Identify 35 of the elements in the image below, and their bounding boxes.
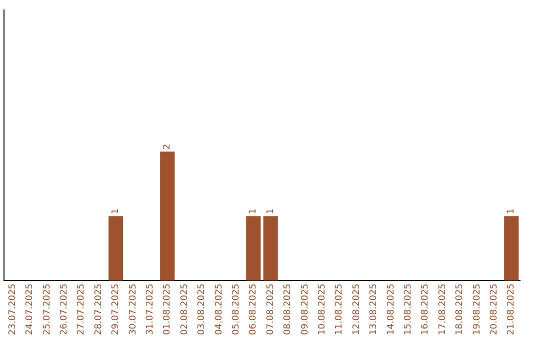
data-label: 1 [266, 208, 276, 214]
x-tick-label: 29.07.2025 [111, 283, 122, 335]
x-tick-label: 11.08.2025 [334, 283, 345, 335]
x-tick-label: 20.08.2025 [490, 283, 500, 335]
x-tick-label: 08.08.2025 [283, 283, 294, 335]
data-label: 1 [248, 208, 259, 214]
x-tick-label: 26.07.2025 [60, 283, 70, 335]
x-tick-label: 18.08.2025 [455, 283, 466, 335]
x-tick-label: 31.07.2025 [146, 283, 156, 335]
data-label: 2 [162, 144, 173, 150]
x-tick-label: 09.08.2025 [300, 283, 310, 335]
data-label: 1 [506, 208, 517, 214]
x-tick-label: 14.08.2025 [386, 283, 396, 335]
x-tick-label: 10.08.2025 [318, 283, 328, 335]
x-tick-label: 27.07.2025 [76, 283, 87, 335]
x-tick-label: 16.08.2025 [420, 283, 431, 335]
x-tick-label: 03.08.2025 [197, 283, 208, 335]
x-tick-label: 25.07.2025 [42, 283, 52, 335]
x-tick-label: 07.08.2025 [266, 283, 276, 335]
x-tick-label: 04.08.2025 [214, 283, 224, 335]
x-tick-label: 06.08.2025 [248, 283, 259, 335]
x-tick-label: 19.08.2025 [472, 283, 482, 335]
x-tick-label: 23.07.2025 [8, 283, 18, 335]
x-tick-label: 17.08.2025 [438, 283, 448, 335]
x-tick-label: 28.07.2025 [94, 283, 104, 335]
x-tick-label: 02.08.2025 [180, 283, 190, 335]
x-tick-label: 15.08.2025 [404, 283, 414, 335]
x-tick-label: 12.08.2025 [352, 283, 362, 335]
x-tick-label: 01.08.2025 [162, 283, 173, 335]
x-tick-label: 24.07.2025 [25, 283, 36, 335]
x-tick-label: 13.08.2025 [369, 283, 380, 335]
x-tick-label: 05.08.2025 [232, 283, 242, 335]
x-tick-label: 30.07.2025 [128, 283, 138, 335]
data-label: 1 [111, 208, 122, 214]
x-tick-label: 21.08.2025 [506, 283, 517, 335]
